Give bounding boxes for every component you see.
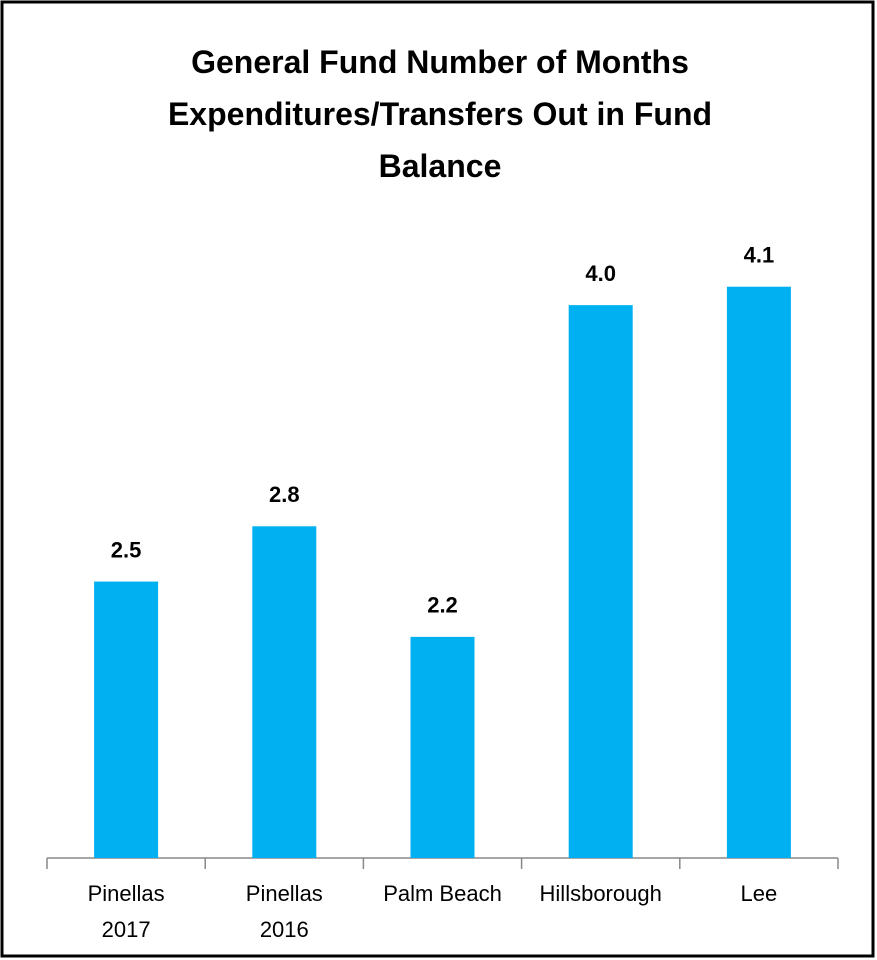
x-tick-label: Palm Beach [383, 881, 502, 906]
bar [410, 636, 475, 858]
data-label: 4.0 [585, 261, 616, 286]
chart-title: General Fund Number of Months Expenditur… [167, 44, 713, 184]
x-tick-label: Hillsborough [539, 881, 662, 906]
bar [726, 286, 791, 858]
data-label: 2.8 [269, 482, 300, 507]
data-label: 2.5 [111, 537, 142, 562]
x-tick-label: Lee [740, 881, 778, 906]
bar [252, 526, 317, 858]
x-tick-label: Pinellas 2017 [87, 881, 165, 942]
x-tick-label: Pinellas 2016 [245, 881, 323, 942]
data-label: 4.1 [744, 243, 775, 268]
bar [94, 581, 159, 858]
data-label: 2.2 [427, 593, 458, 618]
bar [568, 305, 633, 859]
